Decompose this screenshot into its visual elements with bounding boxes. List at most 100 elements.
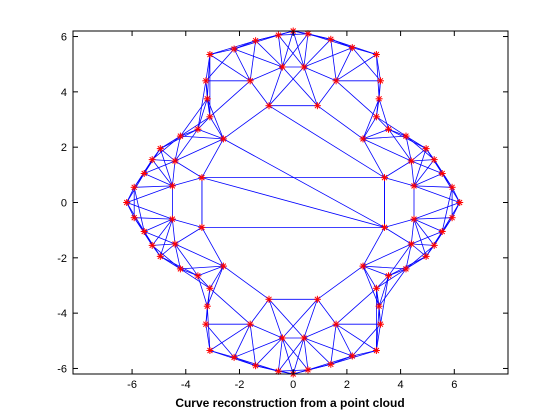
triangulation-edge	[405, 256, 427, 270]
data-point	[278, 63, 286, 71]
y-tick-label: 6	[61, 32, 67, 44]
triangulation-edge	[201, 227, 224, 267]
triangulation-edge	[180, 116, 211, 137]
triangulation-edge	[362, 243, 412, 267]
triangulation-edge	[209, 54, 251, 82]
triangulation-edge	[174, 160, 203, 178]
triangulation-edge	[303, 299, 318, 339]
data-point	[252, 37, 260, 45]
triangulation-edge	[233, 337, 283, 358]
x-tick-label: -6	[127, 379, 137, 391]
data-point	[202, 320, 210, 328]
data-point	[252, 362, 260, 370]
y-tick-label: 0	[61, 198, 67, 210]
triangulation-edge	[223, 105, 270, 140]
triangulation-edge	[174, 136, 181, 162]
triangulation-edge	[152, 159, 176, 162]
triangulation-edge	[151, 218, 173, 246]
data-point	[385, 125, 392, 133]
data-point	[156, 252, 164, 260]
data-point	[438, 228, 446, 235]
data-point	[348, 44, 356, 52]
triangulation-edge	[174, 138, 224, 162]
data-point	[206, 51, 214, 58]
y-tick-label: -4	[57, 308, 67, 320]
triangulation-edge	[378, 98, 389, 130]
triangulation-edge	[180, 268, 211, 289]
triangulation-edge	[201, 138, 224, 178]
triangulation-edge	[159, 218, 173, 257]
triangulation-edge	[362, 265, 380, 307]
triangulation-edge	[362, 128, 389, 140]
triangulation-edge	[197, 265, 224, 277]
triangulation-edge	[317, 265, 364, 300]
data-point	[176, 132, 184, 140]
data-point	[265, 102, 273, 110]
triangulation-edge	[413, 218, 427, 257]
triangulation-edge	[362, 138, 385, 178]
data-point	[377, 320, 384, 328]
triangulation-edge	[209, 265, 224, 289]
triangulation-edge	[413, 185, 453, 188]
triangulation-edge	[405, 243, 412, 269]
triangulation-edges	[126, 30, 461, 375]
data-point	[230, 45, 238, 53]
triangulation-edge	[410, 160, 415, 186]
triangulation-edge	[292, 30, 305, 68]
triangulation-edge	[405, 245, 435, 270]
triangulation-edge	[303, 47, 353, 68]
data-point	[375, 302, 383, 310]
triangulation-edge	[282, 33, 309, 68]
data-point	[410, 215, 418, 223]
triangulation-edge	[362, 98, 380, 140]
data-point	[130, 214, 138, 222]
data-point	[359, 135, 367, 143]
triangulation-edge	[405, 135, 435, 160]
triangulation-edge	[388, 128, 407, 137]
triangulation-edge	[134, 185, 173, 188]
data-point	[278, 334, 286, 342]
data-point	[372, 51, 380, 58]
triangulation-edge	[411, 243, 435, 246]
triangulation-edge	[303, 323, 337, 339]
data-point	[202, 77, 210, 85]
data-point	[407, 240, 415, 248]
triangulation-edge	[174, 227, 203, 245]
triangulation-edge	[151, 245, 181, 270]
data-point	[422, 145, 430, 153]
triangulation-edge	[205, 323, 235, 358]
data-point	[246, 320, 254, 328]
data-point	[300, 334, 308, 342]
data-point	[156, 145, 164, 153]
triangulation-edge	[126, 187, 135, 203]
data-point	[332, 77, 340, 85]
triangulation-edge	[352, 323, 381, 357]
data-point	[372, 113, 380, 121]
data-point	[194, 125, 202, 133]
triangulation-edge	[255, 40, 283, 68]
triangulation-edge	[378, 268, 407, 307]
triangulation-edge	[278, 34, 305, 68]
data-point	[140, 170, 148, 177]
data-point	[348, 352, 356, 360]
triangulation-edge	[144, 173, 173, 187]
triangulation-edge	[317, 299, 337, 325]
triangulation-edge	[160, 135, 181, 149]
triangulation-edge	[206, 98, 224, 140]
triangulation-edge	[384, 218, 415, 228]
data-point	[206, 347, 214, 354]
x-tick-label: 6	[451, 379, 457, 391]
triangulation-edge	[209, 288, 251, 325]
triangulation-edge	[255, 337, 283, 366]
data-point	[219, 135, 227, 143]
data-point	[206, 284, 214, 292]
triangulation-edge	[180, 135, 224, 140]
triangulation-edge	[441, 187, 453, 232]
triangulation-edge	[282, 337, 309, 371]
triangulation-edge	[376, 54, 381, 81]
triangulation-edge	[380, 275, 389, 325]
triangulation-edge	[250, 66, 283, 82]
triangulation-edge	[180, 268, 199, 277]
triangulation-edge	[282, 337, 294, 375]
